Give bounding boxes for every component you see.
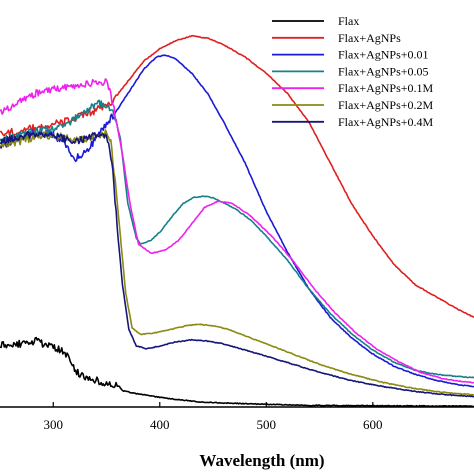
series-line-6	[0, 130, 474, 398]
legend: Flax Flax+AgNPs Flax+AgNPs+0.01 Flax+AgNPs+…	[272, 14, 434, 129]
x-tick-label: 600	[363, 417, 383, 432]
legend-label-4: Flax+AgNPs+0.1M	[338, 81, 434, 95]
legend-label-6: Flax+AgNPs+0.4M	[338, 115, 434, 129]
x-tick-layer: 300 400 500 600	[44, 402, 383, 432]
x-tick-label: 500	[257, 417, 277, 432]
x-tick-label: 300	[44, 417, 64, 432]
series-line-1	[0, 34, 474, 319]
legend-label-2: Flax+AgNPs+0.01	[338, 48, 429, 62]
series-line-3	[0, 99, 474, 379]
series-line-0	[0, 336, 474, 408]
legend-label-5: Flax+AgNPs+0.2M	[338, 98, 434, 112]
x-tick-label: 400	[150, 417, 170, 432]
legend-label-1: Flax+AgNPs	[338, 31, 401, 45]
x-axis-title: Wavelength (nm)	[199, 451, 324, 470]
legend-label-0: Flax	[338, 14, 359, 28]
legend-label-3: Flax+AgNPs+0.05	[338, 64, 429, 78]
series-line-4	[0, 78, 474, 384]
series-line-5	[0, 129, 474, 396]
series-layer	[0, 34, 474, 408]
series-line-2	[0, 54, 474, 388]
